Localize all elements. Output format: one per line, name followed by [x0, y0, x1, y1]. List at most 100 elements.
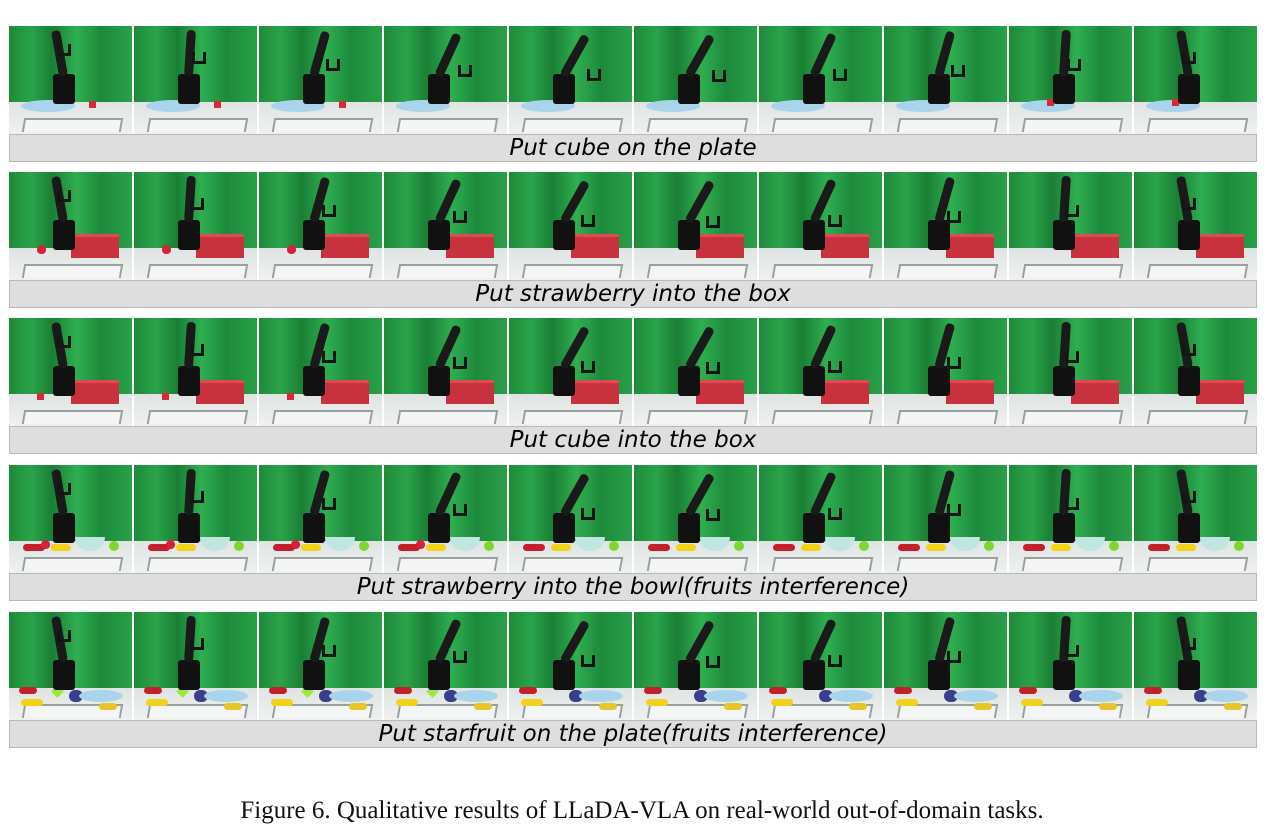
tray	[896, 264, 999, 278]
tray	[521, 118, 624, 132]
task-caption-bar: Put starfruit on the plate(fruits interf…	[9, 720, 1257, 748]
video-frame	[634, 26, 759, 134]
robot-gripper	[580, 654, 595, 667]
robot-base	[803, 74, 825, 104]
robot-arm	[684, 33, 715, 79]
robot-gripper	[1182, 491, 1196, 504]
video-frame	[634, 172, 759, 280]
box	[196, 380, 244, 404]
robot-gripper	[452, 357, 467, 370]
tray	[21, 264, 124, 278]
tray	[271, 410, 374, 424]
robot-gripper	[190, 638, 205, 651]
robot-base	[303, 366, 325, 396]
tray	[521, 264, 624, 278]
video-frame	[9, 26, 134, 134]
chili	[144, 687, 162, 694]
robot-gripper	[947, 651, 962, 664]
video-frame	[1009, 318, 1134, 426]
video-frame	[634, 318, 759, 426]
robot-gripper	[711, 70, 726, 82]
task-caption: Put cube into the box	[509, 426, 757, 453]
robot-base	[53, 366, 75, 396]
banana	[21, 699, 43, 706]
frame-strip	[9, 172, 1257, 280]
robot-gripper	[827, 507, 842, 520]
robot-base	[678, 220, 700, 250]
tray	[271, 557, 374, 571]
robot-base	[1053, 660, 1075, 690]
frame-strip	[9, 612, 1257, 720]
robot-base	[803, 366, 825, 396]
banana	[926, 544, 946, 551]
robot-base	[928, 366, 950, 396]
robot-base	[803, 660, 825, 690]
tray	[21, 557, 124, 571]
robot-base	[928, 513, 950, 543]
video-frame	[9, 172, 134, 280]
video-frame	[1134, 172, 1257, 280]
green-pepper	[109, 541, 119, 551]
video-frame	[134, 318, 259, 426]
video-frame	[509, 465, 634, 573]
corn	[99, 703, 117, 710]
tray	[21, 118, 124, 132]
corn	[1224, 703, 1242, 710]
green-pepper	[734, 541, 744, 551]
strawberry	[291, 540, 300, 549]
video-frame	[384, 26, 509, 134]
corn	[224, 703, 242, 710]
box	[446, 234, 494, 258]
video-frame	[1009, 465, 1134, 573]
tray	[1146, 557, 1249, 571]
tray	[396, 264, 499, 278]
tray	[1021, 118, 1124, 132]
plate	[454, 690, 498, 702]
tray	[396, 118, 499, 132]
tray	[646, 264, 749, 278]
banana	[396, 699, 418, 706]
box	[1071, 234, 1119, 258]
video-frame	[759, 465, 884, 573]
box	[446, 380, 494, 404]
box	[1196, 234, 1244, 258]
strawberry	[166, 540, 175, 549]
banana	[896, 699, 918, 706]
robot-gripper	[1067, 59, 1082, 72]
robot-gripper	[832, 68, 847, 81]
robot-gripper	[1182, 638, 1196, 651]
banana	[646, 699, 668, 706]
video-frame	[1134, 612, 1257, 720]
plate	[954, 690, 998, 702]
video-frame	[759, 612, 884, 720]
plate	[79, 690, 123, 702]
banana	[51, 544, 71, 551]
box	[821, 380, 869, 404]
corn	[349, 703, 367, 710]
figure-caption: Figure 6. Qualitative results of LLaDA-V…	[240, 797, 1044, 824]
chili	[523, 544, 545, 551]
chili	[773, 544, 795, 551]
robot-gripper	[190, 344, 205, 357]
task-caption: Put strawberry into the bowl(fruits inte…	[356, 573, 910, 600]
robot-base	[428, 74, 450, 104]
box	[946, 380, 994, 404]
robot-gripper	[947, 357, 962, 370]
video-frame	[384, 612, 509, 720]
robot-gripper	[322, 645, 337, 658]
plate	[829, 690, 873, 702]
banana	[771, 699, 793, 706]
cube	[214, 101, 221, 108]
robot-base	[428, 366, 450, 396]
tray	[521, 410, 624, 424]
robot-gripper	[326, 59, 341, 72]
chili	[1148, 544, 1170, 551]
cube	[89, 101, 96, 108]
robot-gripper	[827, 360, 842, 373]
video-frame	[259, 318, 384, 426]
chili	[894, 687, 912, 694]
chili	[394, 687, 412, 694]
strawberry	[37, 245, 46, 254]
bowl	[575, 537, 605, 551]
chili	[648, 544, 670, 551]
